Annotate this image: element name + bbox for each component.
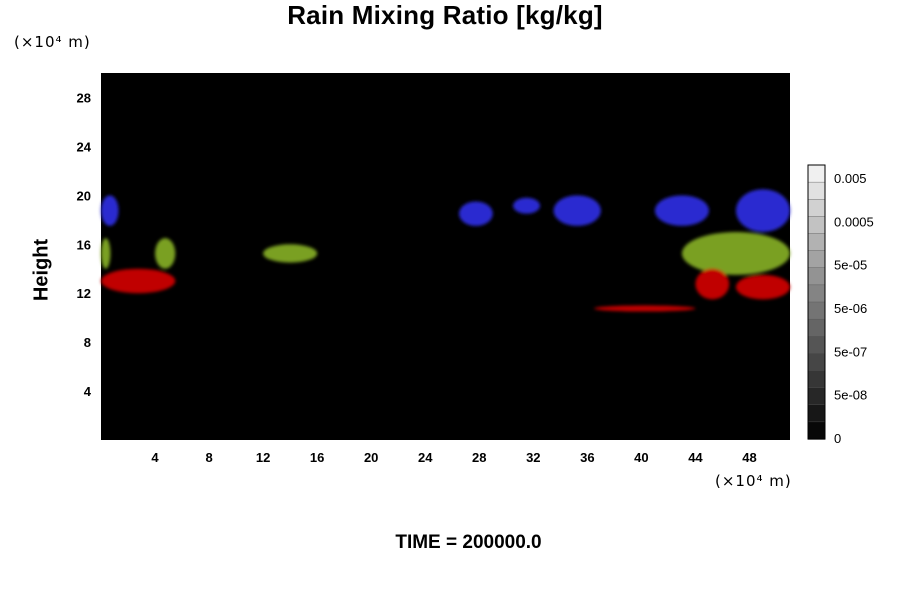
colorbar-segment bbox=[807, 353, 826, 372]
feature-10 bbox=[101, 268, 176, 294]
colorbar-segment bbox=[807, 216, 826, 235]
y-tick-label: 4 bbox=[84, 384, 92, 399]
feature-0 bbox=[101, 195, 119, 226]
x-tick-label: 8 bbox=[205, 450, 212, 465]
x-tick-label: 36 bbox=[580, 450, 594, 465]
colorbar-segment bbox=[807, 301, 826, 320]
x-unit-label: (×10⁴ m) bbox=[715, 472, 792, 490]
colorbar-label: 5e-07 bbox=[834, 344, 867, 359]
colorbar-segment bbox=[807, 404, 826, 423]
x-tick-label: 28 bbox=[472, 450, 486, 465]
y-tick-label: 24 bbox=[77, 139, 92, 154]
feature-13 bbox=[735, 274, 790, 300]
feature-4 bbox=[654, 195, 709, 226]
feature-9 bbox=[681, 232, 790, 275]
y-tick-label: 28 bbox=[77, 90, 91, 105]
y-tick-label: 20 bbox=[77, 188, 91, 203]
y-unit-label: (×10⁴ m) bbox=[14, 33, 91, 51]
y-tick-label: 12 bbox=[77, 286, 91, 301]
colorbar-label: 5e-05 bbox=[834, 258, 867, 273]
feature-11 bbox=[594, 305, 696, 312]
colorbar-segment bbox=[807, 267, 826, 286]
feature-2 bbox=[513, 197, 541, 214]
colorbar-segment bbox=[807, 181, 826, 200]
colorbar-segment bbox=[807, 370, 826, 389]
colorbar-segment bbox=[807, 199, 826, 218]
feature-7 bbox=[155, 238, 176, 269]
colorbar-frame bbox=[807, 164, 826, 440]
x-tick-label: 48 bbox=[742, 450, 756, 465]
x-tick-label: 24 bbox=[418, 450, 433, 465]
colorbar-segment bbox=[807, 233, 826, 252]
colorbar-segment bbox=[807, 318, 826, 337]
y-tick-label: 8 bbox=[84, 335, 91, 350]
colorbar-segment bbox=[807, 164, 826, 183]
colorbar-label: 0 bbox=[834, 431, 841, 446]
colorbar-label: 0.005 bbox=[834, 171, 867, 186]
chart-title: Rain Mixing Ratio [kg/kg] bbox=[287, 0, 603, 30]
colorbar-segment bbox=[807, 387, 826, 406]
feature-1 bbox=[459, 201, 493, 226]
x-tick-label: 40 bbox=[634, 450, 648, 465]
x-tick-label: 16 bbox=[310, 450, 324, 465]
x-tick-label: 20 bbox=[364, 450, 378, 465]
feature-5 bbox=[735, 189, 790, 233]
time-label: TIME = 200000.0 bbox=[395, 532, 542, 553]
colorbar-label: 5e-08 bbox=[834, 388, 867, 403]
x-tick-label: 4 bbox=[151, 450, 159, 465]
plot-area bbox=[101, 73, 790, 440]
x-tick-label: 32 bbox=[526, 450, 540, 465]
feature-3 bbox=[553, 195, 601, 226]
colorbar-segment bbox=[807, 250, 826, 269]
colorbar-segment bbox=[807, 284, 826, 303]
colorbar-segment bbox=[807, 336, 826, 355]
colorbar-label: 0.0005 bbox=[834, 214, 874, 229]
x-tick-label: 12 bbox=[256, 450, 270, 465]
y-tick-label: 16 bbox=[77, 237, 91, 252]
colorbar-segment bbox=[807, 421, 826, 440]
feature-12 bbox=[695, 268, 730, 300]
x-tick-label: 44 bbox=[688, 450, 703, 465]
colorbar-label: 5e-06 bbox=[834, 301, 867, 316]
feature-6 bbox=[101, 238, 111, 269]
feature-8 bbox=[263, 244, 318, 263]
